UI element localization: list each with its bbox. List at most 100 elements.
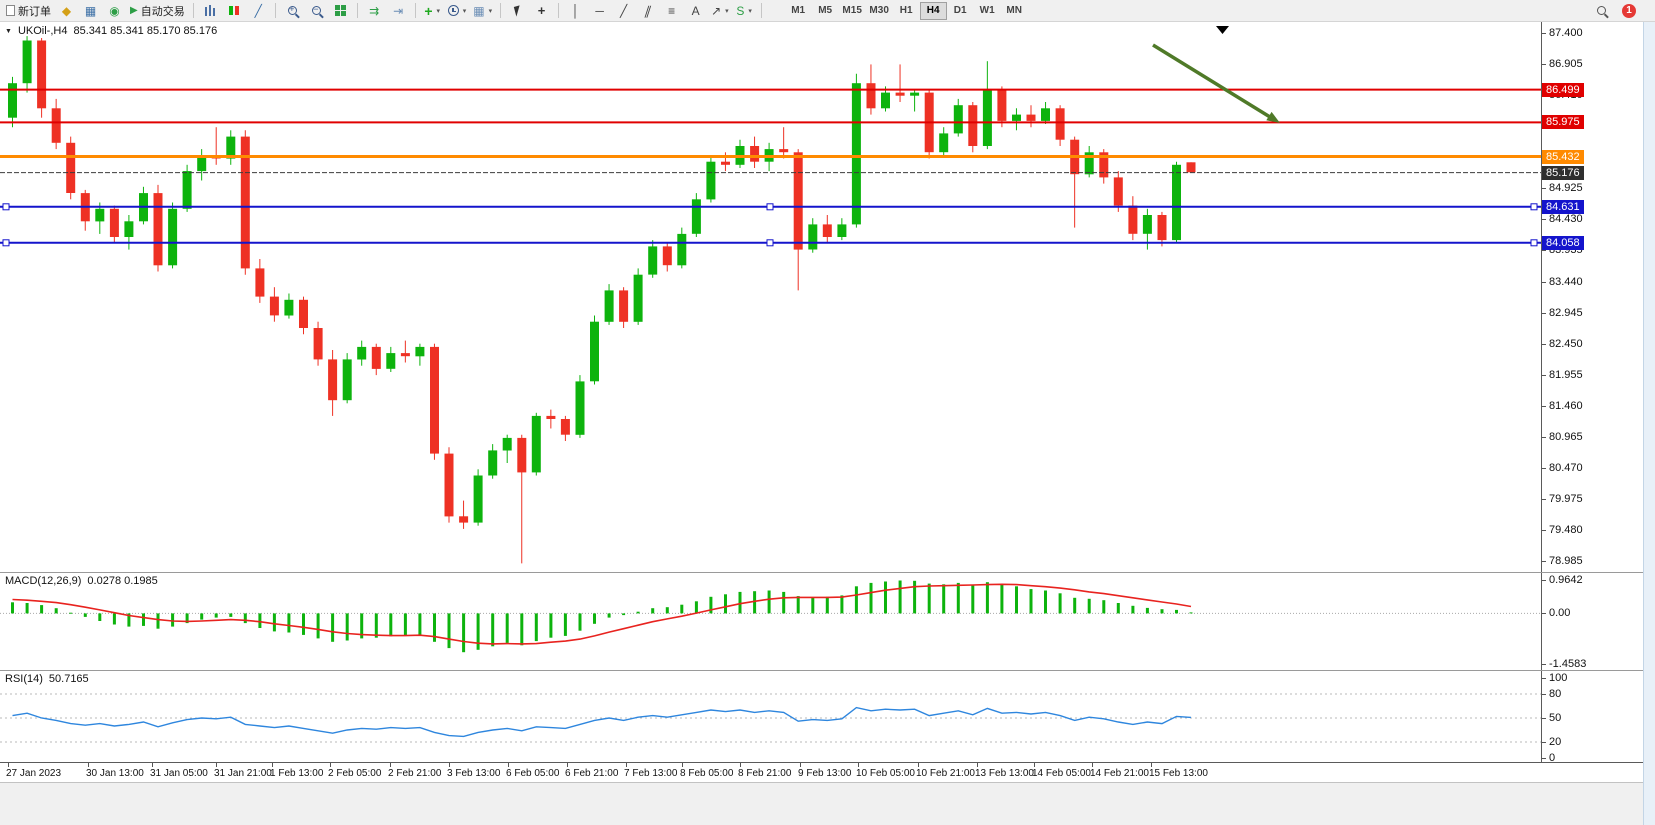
vertical-scrollbar[interactable]: [1643, 22, 1655, 825]
market-watch-button[interactable]: ▦: [79, 1, 102, 21]
auto-scroll-button[interactable]: ⇉: [363, 1, 386, 21]
candlestick-chart-button[interactable]: [223, 1, 246, 21]
arrows-tool-button[interactable]: ↗ ▾: [708, 1, 732, 21]
cursor-button[interactable]: [506, 1, 529, 21]
search-icon: [1597, 6, 1606, 15]
new-order-icon: [6, 5, 15, 16]
timeframe-m5-button[interactable]: M5: [818, 5, 833, 16]
shapes-tool-button[interactable]: S ▾: [733, 1, 756, 21]
trendline-icon: ╱: [619, 3, 628, 18]
line-handle[interactable]: [1530, 203, 1538, 211]
timeframe-m30-button[interactable]: M30: [869, 5, 889, 16]
price-axis[interactable]: 86.499 85.975 85.432 84.631 84.058 85.176 87.4…: [1541, 22, 1643, 764]
auto-trading-label: 自动交易: [140, 5, 185, 18]
toolbar-separator: [192, 3, 194, 18]
macd-pane[interactable]: MACD(12,26,9) 0.0278 0.1985: [0, 572, 1541, 670]
axis-tick-label: 80.965: [1549, 430, 1583, 443]
time-tick: [858, 763, 859, 767]
axis-tick: [1542, 312, 1546, 314]
horizontal-line-tool-button[interactable]: ─: [588, 1, 611, 21]
timeframe-h4-button[interactable]: H4: [919, 1, 947, 20]
time-tick-label: 14 Feb 21:00: [1090, 768, 1149, 779]
axis-tick-label: 82.450: [1549, 337, 1583, 350]
tile-windows-button[interactable]: [329, 1, 352, 21]
periods-button[interactable]: ▾: [445, 1, 470, 21]
rsi-pane[interactable]: RSI(14) 50.7165: [0, 670, 1541, 762]
zoom-out-button[interactable]: [305, 1, 328, 21]
timeframe-d1-button[interactable]: D1: [953, 5, 967, 16]
fibonacci-icon: ≡: [668, 3, 676, 18]
time-tick-label: 30 Jan 13:00: [86, 768, 144, 779]
timeframe-group: M1 M5 M15 M30 H1 H4 D1 W1 MN: [785, 1, 1028, 20]
chart-shift-marker[interactable]: [1216, 26, 1229, 34]
main-chart-pane[interactable]: ▼ UKOil-,H4 85.341 85.341 85.170 85.176: [0, 22, 1541, 572]
line-handle[interactable]: [1530, 239, 1538, 247]
time-tick: [1151, 763, 1152, 767]
one-click-trading-toggle[interactable]: ▼: [5, 27, 12, 35]
templates-button[interactable]: ▦ ▾: [470, 1, 495, 21]
time-axis[interactable]: 27 Jan 2023 30 Jan 13:00 31 Jan 05:00 31 Ja…: [0, 762, 1643, 782]
time-tick: [272, 763, 273, 767]
crosshair-button[interactable]: +: [530, 1, 553, 21]
time-tick: [977, 763, 978, 767]
timeframe-w1-button[interactable]: W1: [979, 5, 995, 16]
timeframe-m1-button[interactable]: M1: [791, 5, 806, 16]
line-chart-button[interactable]: ╱: [247, 1, 270, 21]
time-tick-label: 6 Feb 05:00: [506, 768, 560, 779]
fibonacci-tool-button[interactable]: ≡: [660, 1, 683, 21]
new-chart-button[interactable]: ◆: [55, 1, 78, 21]
axis-tick: [1542, 530, 1546, 532]
bar-chart-button[interactable]: [199, 1, 222, 21]
time-tick-label: 27 Jan 2023: [6, 768, 62, 779]
trend-arrow-annotation[interactable]: [1152, 43, 1280, 123]
data-window-button[interactable]: ◉: [103, 1, 126, 21]
time-tick-label: 2 Feb 05:00: [328, 768, 382, 779]
macd-canvas[interactable]: [0, 572, 1541, 670]
axis-tick-label: 79.975: [1549, 493, 1583, 506]
market-watch-icon: ▦: [84, 3, 97, 18]
time-tick-label: 2 Feb 21:00: [388, 768, 442, 779]
new-order-button[interactable]: 新订单: [3, 1, 54, 21]
search-button[interactable]: [1590, 1, 1613, 21]
main-chart-canvas[interactable]: [0, 22, 1541, 572]
zoom-in-button[interactable]: [281, 1, 304, 21]
axis-tick-label: 80: [1549, 688, 1562, 700]
notification-badge[interactable]: 1: [1622, 3, 1636, 18]
tile-windows-icon: [334, 5, 346, 16]
time-tick: [682, 763, 683, 767]
toolbar-separator: [274, 3, 276, 18]
axis-tick: [1542, 579, 1546, 581]
text-tool-button[interactable]: A: [684, 1, 707, 21]
pane-splitter[interactable]: [0, 670, 1643, 671]
time-tick: [508, 763, 509, 767]
line-handle[interactable]: [766, 239, 774, 247]
rsi-canvas[interactable]: [0, 670, 1541, 762]
time-tick-label: 10 Feb 21:00: [916, 768, 975, 779]
horizontal-line-84.058[interactable]: [0, 239, 1541, 247]
time-tick-label: 8 Feb 21:00: [738, 768, 792, 779]
rsi-line: [12, 706, 1192, 738]
vertical-line-tool-button[interactable]: │: [564, 1, 587, 21]
time-tick: [152, 763, 153, 767]
timeframe-mn-button[interactable]: MN: [1006, 5, 1022, 16]
line-handle[interactable]: [2, 203, 10, 211]
indicators-button[interactable]: + ▾: [421, 1, 444, 21]
channel-tool-button[interactable]: ∥: [636, 1, 659, 21]
auto-trading-button[interactable]: ▶ 自动交易: [127, 1, 188, 21]
line-handle[interactable]: [766, 203, 774, 211]
line-handle[interactable]: [2, 239, 10, 247]
toolbar: 新订单 ◆ ▦ ◉ ▶ 自动交易 ╱ ⇉ ⇥ +▾ ▾ ▦▾ + │ ─ ╱ ∥…: [0, 0, 1655, 22]
timeframe-h1-button[interactable]: H1: [899, 5, 913, 16]
timeframe-m15-button[interactable]: M15: [842, 5, 862, 16]
axis-tick-label: -1.4583: [1549, 657, 1587, 670]
chart-shift-button[interactable]: ⇥: [387, 1, 410, 21]
time-tick: [1092, 763, 1093, 767]
channel-icon: ∥: [642, 3, 653, 18]
pane-splitter[interactable]: [0, 572, 1643, 573]
time-tick: [800, 763, 801, 767]
axis-tick: [1542, 250, 1546, 252]
horizontal-line-84.631[interactable]: [0, 203, 1541, 211]
axis-tick: [1542, 281, 1546, 283]
trendline-tool-button[interactable]: ╱: [612, 1, 635, 21]
